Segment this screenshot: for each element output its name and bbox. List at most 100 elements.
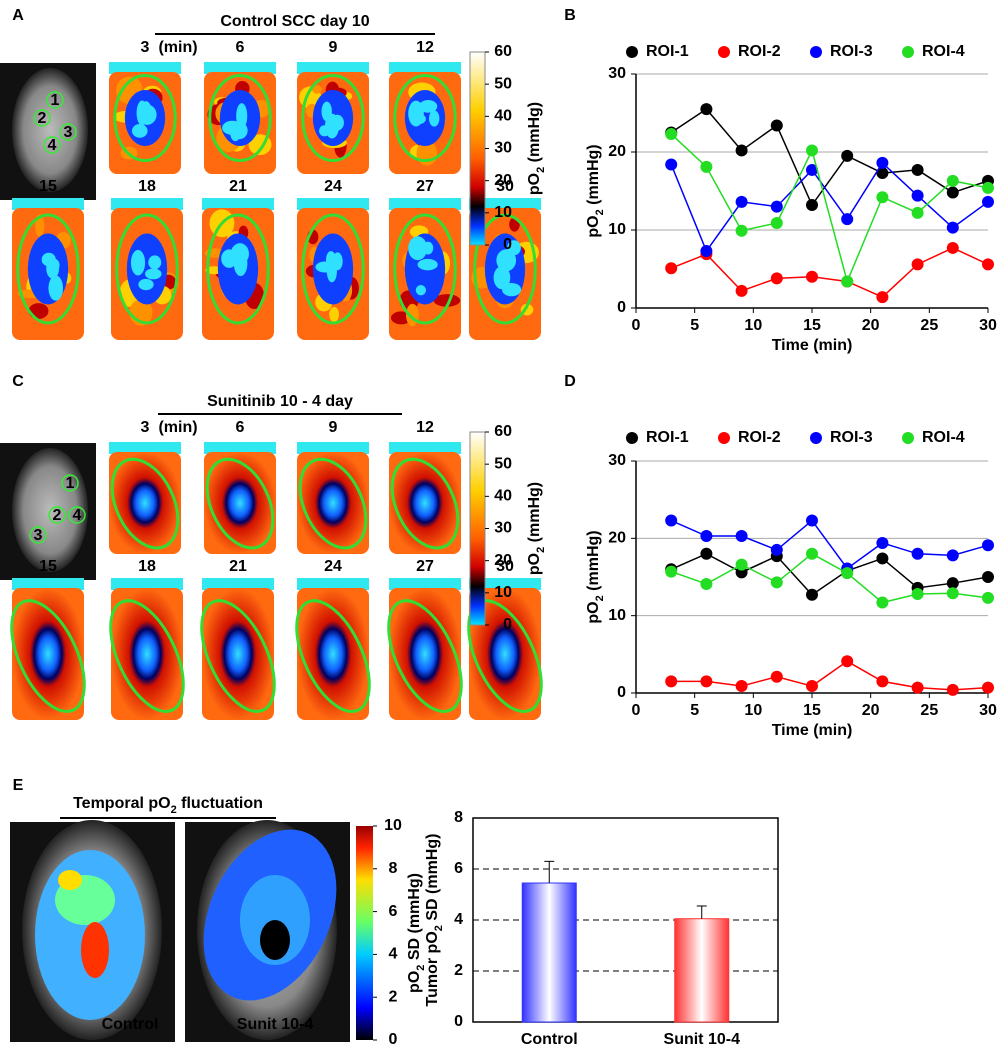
y-axis-label-part: Tumor pO	[424, 931, 441, 1006]
map-core-spot	[496, 249, 517, 272]
y-tick-label: 20	[608, 530, 626, 547]
data-point	[700, 577, 713, 590]
map-thumbnail	[297, 442, 369, 554]
data-point	[946, 577, 959, 590]
panel-letter: E	[13, 777, 24, 794]
roi-marker	[43, 136, 61, 154]
map-blob	[329, 306, 339, 323]
roi-outline	[110, 457, 180, 550]
colorbar-label-part: 2	[535, 547, 547, 553]
colorbar-label-part: pO	[526, 173, 543, 195]
map-thumbnail	[109, 62, 181, 174]
time-label: 24	[324, 178, 342, 195]
map-core-spot	[419, 100, 438, 113]
data-point	[876, 675, 889, 688]
data-point	[665, 158, 678, 171]
colorbar-label-part: (mmHg)	[526, 102, 543, 167]
map-background	[469, 198, 541, 210]
map-thumbnail	[12, 198, 84, 340]
colorbar	[469, 431, 486, 626]
y-axis-label-part: SD (mmHg)	[424, 834, 441, 926]
colorbar-tick-label: 40	[494, 488, 512, 505]
x-tick-label: 10	[744, 317, 762, 334]
map-tissue	[297, 452, 369, 554]
map-thumbnail	[204, 442, 276, 554]
series-line	[670, 552, 989, 596]
fluctuation-title-part: Temporal pO	[73, 795, 171, 812]
data-point	[911, 547, 924, 560]
time-label: 9	[329, 419, 338, 436]
x-tick-label: 10	[744, 702, 762, 719]
y-tick-label: 0	[617, 299, 626, 316]
map-background	[389, 578, 461, 590]
map-thumbnail	[469, 198, 541, 340]
map-background	[111, 198, 183, 210]
data-point	[841, 655, 854, 668]
map-thumbnail	[389, 198, 461, 340]
map-core-spot	[428, 110, 440, 127]
map-core-spot	[412, 113, 426, 125]
image-label: Sunit 10-4	[237, 1016, 314, 1033]
bar	[521, 882, 577, 1023]
x-tick-label: 25	[920, 317, 938, 334]
roi-outline	[393, 213, 457, 325]
map-core-spot	[330, 114, 344, 131]
data-point	[700, 103, 713, 116]
roi-number: 1	[66, 475, 75, 492]
data-point	[770, 216, 783, 229]
roi-number: 2	[53, 507, 62, 524]
data-point	[770, 272, 783, 285]
map-core-spot	[48, 275, 64, 301]
data-point	[770, 119, 783, 132]
roi-marker	[48, 506, 66, 524]
data-point	[982, 681, 994, 694]
x-tick-label: 30	[979, 317, 997, 334]
y-axis-label-part: pO	[585, 601, 602, 623]
time-label: 6	[236, 419, 245, 436]
roi-outline	[301, 213, 365, 325]
map-background	[297, 62, 369, 74]
time-label: 30	[496, 178, 514, 195]
fluctuation-title-part: fluctuation	[177, 795, 263, 812]
data-point	[806, 144, 818, 157]
time-label: 18	[138, 178, 156, 195]
data-point	[911, 588, 924, 601]
x-tick-label: 30	[979, 702, 997, 719]
colorbar	[469, 51, 486, 246]
x-tick-label: 5	[690, 702, 699, 719]
map-background	[389, 442, 461, 454]
map-background	[469, 578, 541, 590]
legend-marker	[810, 432, 822, 444]
roi-outline	[16, 213, 80, 325]
data-point	[665, 128, 678, 141]
series-line	[670, 247, 989, 298]
map-core-spot	[48, 258, 60, 272]
map-core-spot	[422, 241, 434, 255]
roi-number: 2	[38, 110, 47, 127]
y-tick-label: 10	[608, 221, 626, 238]
colorbar-tick-label: 2	[389, 988, 398, 1005]
map-thumbnail	[10, 578, 86, 720]
map-background	[202, 198, 274, 210]
time-label: 6	[236, 39, 245, 56]
map-set-title: Sunitinib 10 - 4 day	[207, 393, 353, 410]
data-point	[770, 200, 783, 213]
map-blob	[312, 85, 322, 94]
x-tick-label: Control	[521, 1031, 578, 1048]
sd-map-patch	[58, 870, 82, 890]
map-background	[204, 442, 276, 454]
colorbar-tick-label: 20	[494, 172, 512, 189]
y-tick-label: 20	[608, 143, 626, 160]
x-tick-label: 20	[862, 317, 880, 334]
map-core-spot	[415, 285, 426, 296]
y-tick-label: 0	[617, 684, 626, 701]
time-label: 12	[416, 419, 434, 436]
colorbar-label: pO2 SD (mmHg)	[406, 873, 427, 993]
panel-letter: B	[564, 7, 576, 24]
colorbar-label: pO2 (mmHg)	[526, 102, 547, 195]
data-point	[806, 680, 818, 693]
roi-outline	[298, 457, 368, 550]
colorbar-tick-label: 10	[494, 204, 512, 221]
y-axis-label-part: 2	[594, 595, 606, 601]
data-point	[841, 275, 854, 288]
